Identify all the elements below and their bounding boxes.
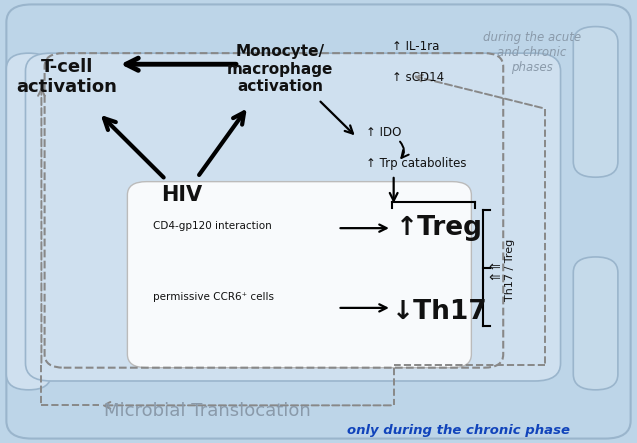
FancyBboxPatch shape xyxy=(127,182,471,368)
FancyBboxPatch shape xyxy=(6,4,631,439)
Text: ↑ IDO: ↑ IDO xyxy=(366,126,402,140)
Text: Monocyte/
macrophage
activation: Monocyte/ macrophage activation xyxy=(227,44,333,94)
FancyArrowPatch shape xyxy=(104,118,164,178)
Text: Th17 / Treg: Th17 / Treg xyxy=(505,239,515,301)
FancyArrowPatch shape xyxy=(340,225,387,232)
FancyArrowPatch shape xyxy=(199,113,244,175)
FancyBboxPatch shape xyxy=(573,257,618,390)
Text: ⇑⇑: ⇑⇑ xyxy=(487,256,501,280)
Text: HIV: HIV xyxy=(161,185,202,205)
FancyArrowPatch shape xyxy=(320,101,353,134)
Text: Microbial Translocation: Microbial Translocation xyxy=(104,402,310,420)
FancyBboxPatch shape xyxy=(573,27,618,177)
Text: ↑ IL-1ra: ↑ IL-1ra xyxy=(392,40,439,53)
Text: ↓Th17: ↓Th17 xyxy=(392,299,487,325)
FancyArrowPatch shape xyxy=(38,89,45,363)
Text: during the acute
and chronic
phases: during the acute and chronic phases xyxy=(483,31,581,74)
FancyArrowPatch shape xyxy=(126,58,236,70)
Text: only during the chronic phase: only during the chronic phase xyxy=(347,424,570,437)
FancyBboxPatch shape xyxy=(25,53,561,381)
Text: permissive CCR6⁺ cells: permissive CCR6⁺ cells xyxy=(153,292,274,302)
FancyBboxPatch shape xyxy=(6,53,51,390)
Text: ↑ sCD14: ↑ sCD14 xyxy=(392,71,444,84)
FancyArrowPatch shape xyxy=(390,178,397,201)
FancyArrowPatch shape xyxy=(104,402,391,409)
FancyArrowPatch shape xyxy=(416,75,542,108)
FancyArrowPatch shape xyxy=(340,304,387,311)
Text: ↑ Trp catabolites: ↑ Trp catabolites xyxy=(366,157,467,171)
Text: ↑Treg: ↑Treg xyxy=(396,215,483,241)
FancyArrowPatch shape xyxy=(400,142,409,158)
Text: CD4-gp120 interaction: CD4-gp120 interaction xyxy=(153,221,271,231)
Text: T-cell
activation: T-cell activation xyxy=(17,58,117,97)
